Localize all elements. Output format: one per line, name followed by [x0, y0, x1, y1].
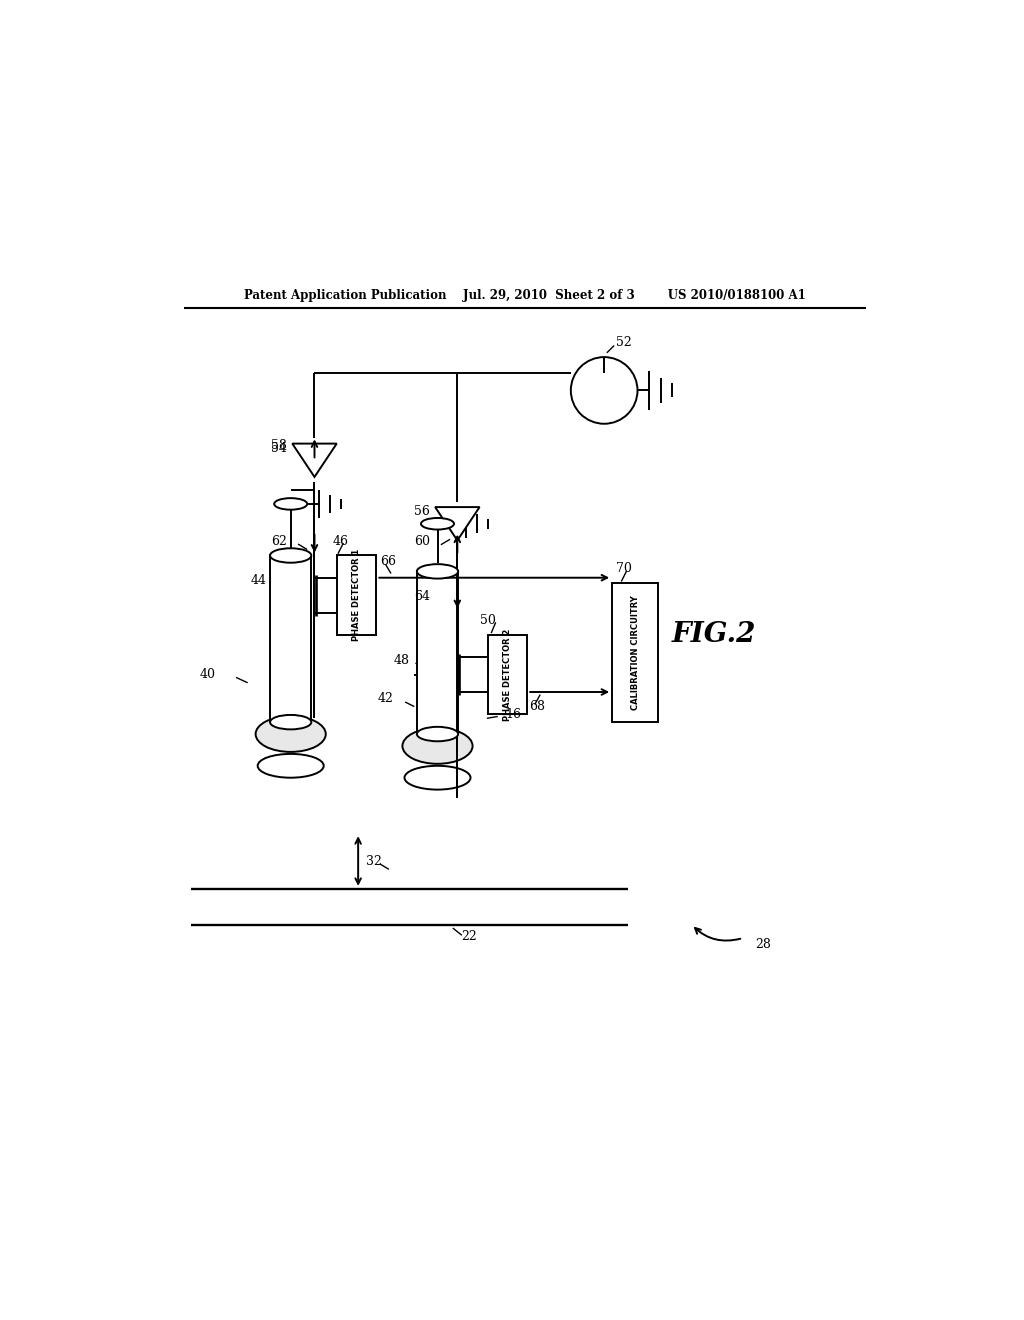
- Bar: [417, 572, 458, 734]
- Text: 66: 66: [380, 556, 396, 569]
- Bar: [337, 556, 377, 635]
- Ellipse shape: [274, 498, 307, 510]
- Text: 42: 42: [378, 692, 394, 705]
- Text: 64: 64: [414, 590, 430, 603]
- Ellipse shape: [417, 727, 458, 742]
- Text: 68: 68: [529, 700, 546, 713]
- Ellipse shape: [256, 717, 326, 752]
- Ellipse shape: [421, 517, 454, 529]
- Text: 46: 46: [333, 535, 349, 548]
- Text: 16: 16: [505, 708, 521, 721]
- Ellipse shape: [270, 548, 311, 562]
- Text: 48: 48: [394, 653, 410, 667]
- Text: 70: 70: [616, 562, 632, 576]
- Text: 22: 22: [461, 929, 477, 942]
- Text: 58: 58: [270, 440, 287, 453]
- Text: CALIBRATION CIRCUITRY: CALIBRATION CIRCUITRY: [631, 595, 640, 710]
- Polygon shape: [292, 444, 337, 477]
- Text: 28: 28: [755, 937, 771, 950]
- Text: 60: 60: [414, 535, 430, 548]
- Text: 32: 32: [367, 854, 382, 867]
- Text: 56: 56: [414, 506, 430, 519]
- Text: PHASE DETECTOR 1: PHASE DETECTOR 1: [352, 549, 361, 642]
- Text: 44: 44: [251, 574, 267, 587]
- Ellipse shape: [402, 729, 473, 764]
- Polygon shape: [435, 507, 479, 540]
- Bar: [612, 583, 658, 722]
- Ellipse shape: [417, 564, 458, 578]
- Text: Patent Application Publication    Jul. 29, 2010  Sheet 2 of 3        US 2010/018: Patent Application Publication Jul. 29, …: [244, 289, 806, 302]
- Text: 40: 40: [200, 668, 215, 681]
- Text: FIG.2: FIG.2: [672, 622, 756, 648]
- Text: 54: 54: [270, 442, 287, 455]
- Ellipse shape: [270, 715, 311, 730]
- Text: 50: 50: [479, 614, 496, 627]
- Text: PHASE DETECTOR 2: PHASE DETECTOR 2: [503, 628, 512, 721]
- Bar: [487, 635, 527, 714]
- Text: 52: 52: [616, 337, 632, 350]
- Bar: [270, 556, 311, 722]
- Text: 62: 62: [270, 535, 287, 548]
